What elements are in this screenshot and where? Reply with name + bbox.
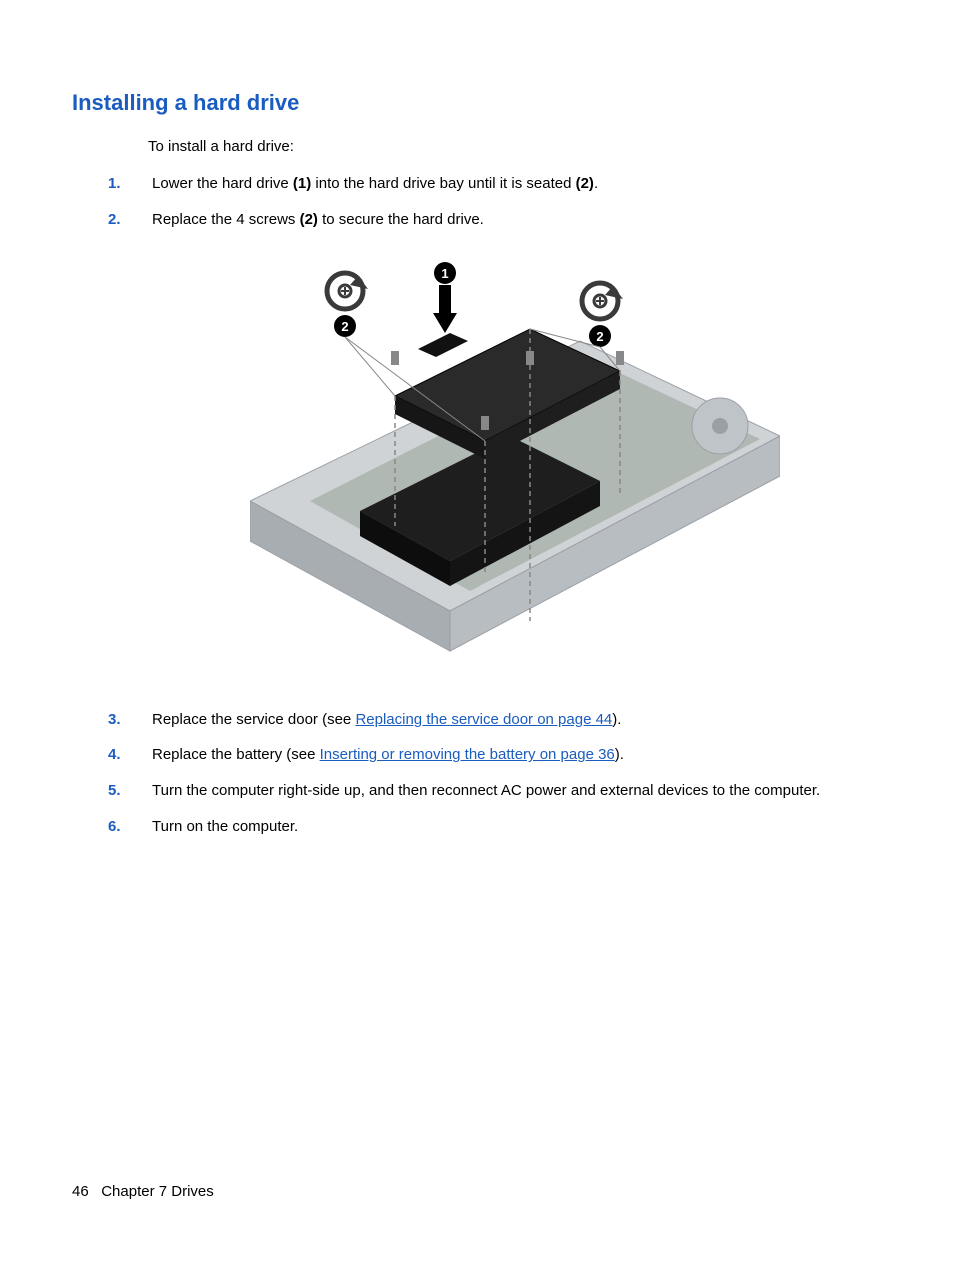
- callout-2b-label: 2: [596, 329, 603, 344]
- callout-2a-label: 2: [341, 319, 348, 334]
- intro-text: To install a hard drive:: [148, 138, 882, 155]
- hard-drive-figure: 1 2 2: [250, 251, 780, 681]
- link-battery[interactable]: Inserting or removing the battery on pag…: [320, 746, 615, 763]
- step-text: Turn on the computer.: [152, 818, 298, 835]
- steps-list-cont: 3. Replace the service door (see Replaci…: [108, 709, 882, 838]
- chapter-label: Chapter 7 Drives: [101, 1183, 214, 1200]
- step-text: Turn the computer right-side up, and the…: [152, 782, 820, 799]
- step-text: Lower the hard drive (1) into the hard d…: [152, 175, 598, 192]
- step-4: 4. Replace the battery (see Inserting or…: [108, 744, 882, 766]
- step-3: 3. Replace the service door (see Replaci…: [108, 709, 882, 731]
- link-service-door[interactable]: Replacing the service door on page 44: [355, 711, 612, 728]
- step-text: Replace the battery (see Inserting or re…: [152, 746, 624, 763]
- steps-list: 1. Lower the hard drive (1) into the har…: [108, 173, 882, 231]
- section-heading: Installing a hard drive: [72, 90, 882, 116]
- step-text: Replace the service door (see Replacing …: [152, 711, 621, 728]
- step-5: 5. Turn the computer right-side up, and …: [108, 780, 882, 802]
- step-number: 6.: [108, 816, 121, 838]
- step-text: Replace the 4 screws (2) to secure the h…: [152, 211, 484, 228]
- step-2: 2. Replace the 4 screws (2) to secure th…: [108, 209, 882, 231]
- step-number: 2.: [108, 209, 121, 231]
- step-number: 3.: [108, 709, 121, 731]
- page-number: 46: [72, 1183, 89, 1200]
- page-footer: 46 Chapter 7 Drives: [72, 1183, 214, 1200]
- callout-1-label: 1: [441, 266, 448, 281]
- step-1: 1. Lower the hard drive (1) into the har…: [108, 173, 882, 195]
- step-number: 4.: [108, 744, 121, 766]
- screw-icon: [327, 273, 368, 309]
- step-6: 6. Turn on the computer.: [108, 816, 882, 838]
- step-number: 5.: [108, 780, 121, 802]
- step-number: 1.: [108, 173, 121, 195]
- screw-icon: [582, 283, 623, 319]
